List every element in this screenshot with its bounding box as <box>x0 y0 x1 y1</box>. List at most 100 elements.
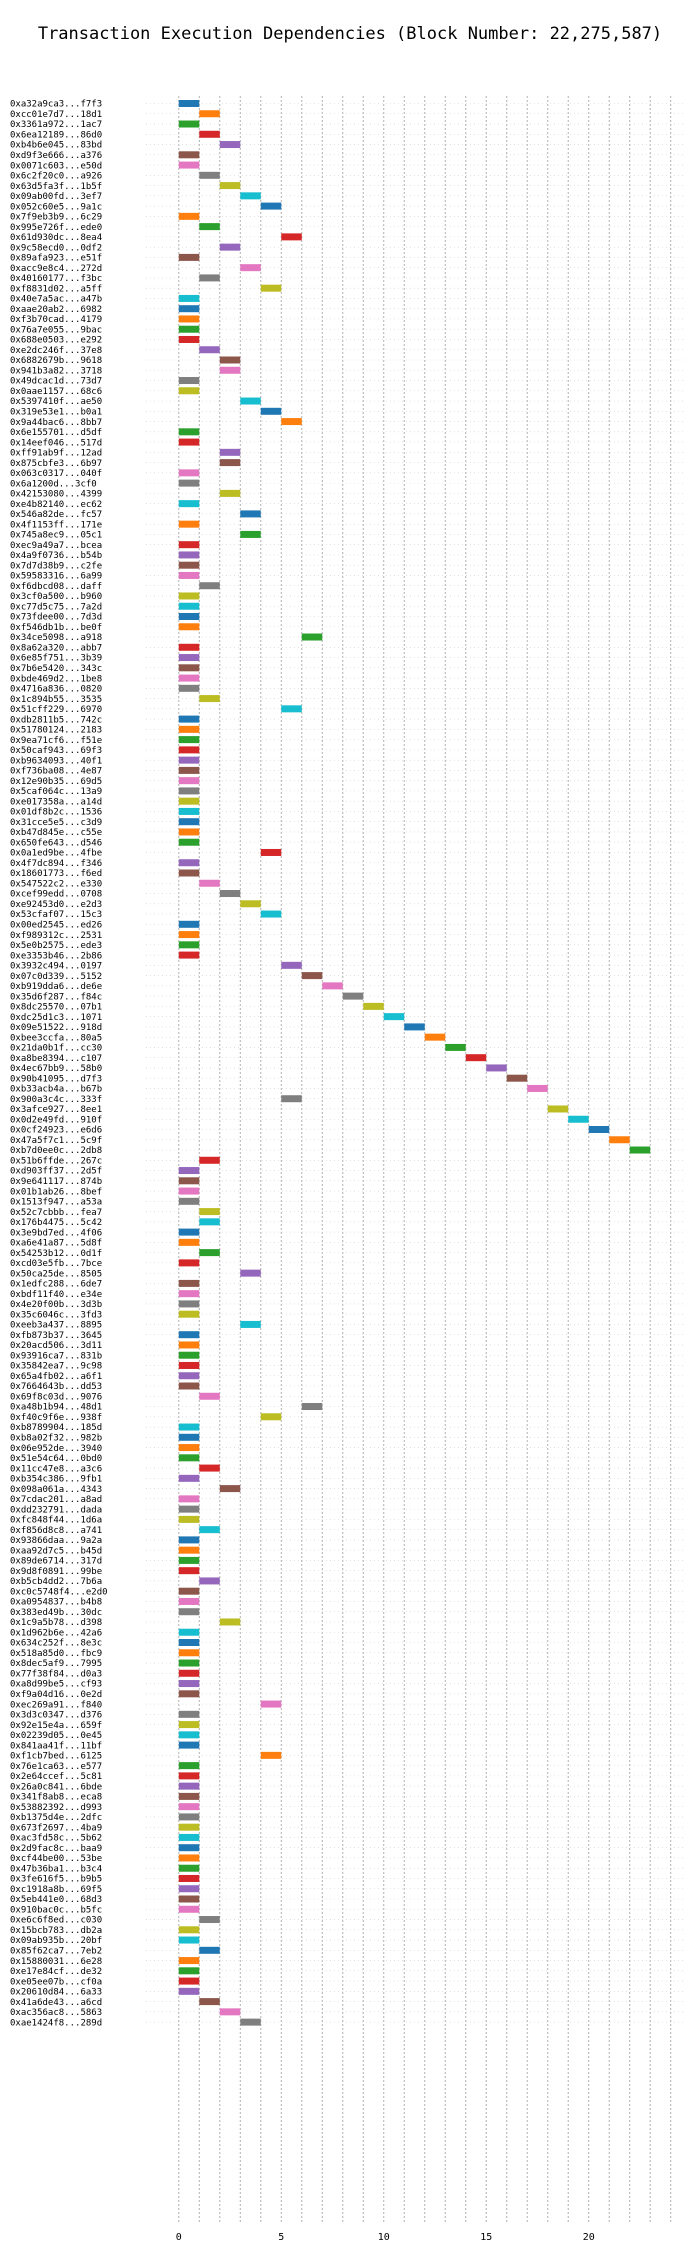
tx-label: 0x51780124...2183 <box>10 726 102 736</box>
tx-label: 0xaae20ab2...6982 <box>10 305 102 315</box>
tx-label: 0x18601773...f6ed <box>10 869 102 879</box>
tx-label: 0xe17e84cf...de32 <box>10 1967 102 1977</box>
tx-label: 0xf546db1b...be0f <box>10 623 102 633</box>
tx-label: 0xa48b1b94...48d1 <box>10 1403 102 1413</box>
tx-label: 0x1c9a5b78...d398 <box>10 1618 102 1628</box>
dependency-bar <box>219 366 241 374</box>
tx-label: 0xb5cb4dd2...7b6a <box>10 1577 102 1587</box>
dependency-bar <box>445 1043 466 1051</box>
tx-label: 0x47b36ba1...b3c4 <box>10 1864 102 1874</box>
tx-label: 0xbdf11f40...e34e <box>10 1290 102 1300</box>
tx-label: 0xeeb3a437...8895 <box>10 1321 102 1331</box>
dependency-bar <box>219 448 241 456</box>
tx-label: 0x4e20f00b...3d3b <box>10 1300 102 1310</box>
tx-label: 0x76a7e055...9bac <box>10 325 102 335</box>
tx-label: 0x9c58ecd0...0df2 <box>10 243 102 253</box>
tx-label: 0x3afce927...8ee1 <box>10 1105 102 1115</box>
dependency-bar <box>178 1279 200 1287</box>
dependency-bar <box>178 777 200 785</box>
tx-label: 0x0aae1157...68c6 <box>10 387 102 397</box>
tx-label: 0x7f9eb3b9...6c29 <box>10 213 102 223</box>
dependency-bar <box>178 613 200 620</box>
dependency-bar <box>178 859 200 867</box>
tx-label: 0x09ab935b...20bf <box>10 1936 102 1946</box>
dependency-bar <box>178 1372 200 1380</box>
tx-label: 0x73fdee00...7d3d <box>10 613 102 623</box>
tx-label: 0x41a6de43...a6cd <box>10 1998 102 2008</box>
tx-label: 0xdb2811b5...742c <box>10 715 102 725</box>
tx-label: 0x7cdac201...a8ad <box>10 1495 102 1505</box>
dependency-bar <box>178 1833 200 1841</box>
tx-label: 0xf3b70cad...4179 <box>10 315 102 325</box>
dependency-bar <box>178 1361 200 1369</box>
tx-label: 0xac356ac8...5863 <box>10 2008 102 2018</box>
tx-label: 0x49dcac1d...73d7 <box>10 377 102 387</box>
tx-label: 0xacc9e8c4...272d <box>10 264 102 274</box>
tx-label: 0x89afa923...e51f <box>10 254 102 264</box>
dependency-bar <box>199 1998 220 2006</box>
tx-label: 0x2e64ccef...5c81 <box>10 1772 102 1782</box>
tx-label: 0xf6dbcd08...daff <box>10 582 102 592</box>
dependency-bar <box>527 1084 548 1092</box>
tx-label: 0x910bac0c...b5fc <box>10 1905 102 1915</box>
tx-label: 0x76e1ca63...e577 <box>10 1762 102 1772</box>
dependency-bar <box>301 633 323 641</box>
dependency-bar <box>199 1526 220 1534</box>
tx-label: 0x35842ea7...9c98 <box>10 1362 102 1372</box>
dependency-bar <box>178 623 200 631</box>
dependency-bar <box>178 756 200 764</box>
dependency-bar <box>178 520 200 528</box>
tx-label: 0x11cc47e8...a3c6 <box>10 1464 102 1474</box>
dependency-bar <box>240 397 261 405</box>
dependency-bar <box>199 1249 220 1257</box>
tx-label: 0x383ed49b...30dc <box>10 1608 102 1618</box>
tx-label: 0x53cfaf07...15c3 <box>10 910 102 920</box>
tx-label: 0x34ce5098...a918 <box>10 633 102 643</box>
tx-label: 0x341f8ab8...eca8 <box>10 1793 102 1803</box>
dependency-bar <box>178 725 200 733</box>
dependency-bar <box>260 1413 282 1421</box>
dependency-bar <box>178 1423 200 1431</box>
dependency-bar <box>178 1649 200 1657</box>
dependency-bar <box>219 489 241 497</box>
tx-label: 0x547522c2...e330 <box>10 879 102 889</box>
dependency-bar <box>260 848 282 856</box>
tx-label: 0x07c0d339...5152 <box>10 972 102 982</box>
tx-label: 0xf9a04d16...0e2d <box>10 1690 102 1700</box>
dependency-bar <box>178 1587 200 1595</box>
tx-label: 0x50ca25de...8505 <box>10 1269 102 1279</box>
dependency-bar <box>588 1126 610 1133</box>
tx-label: 0x15bcb783...db2a <box>10 1926 102 1936</box>
dependency-bar <box>178 1710 200 1718</box>
dependency-bar <box>486 1064 507 1072</box>
tx-label: 0x40e7a5ac...a47b <box>10 295 102 305</box>
dependency-bar <box>178 828 200 836</box>
tx-label: 0xb354c386...9fb1 <box>10 1475 102 1485</box>
dependency-bar <box>178 1546 200 1554</box>
tx-label: 0x5e0b2575...ede3 <box>10 941 102 951</box>
tx-label: 0x098a061a...4343 <box>10 1485 102 1495</box>
tx-label: 0x26a0c841...6bde <box>10 1782 102 1792</box>
dependency-bar <box>547 1105 569 1113</box>
tx-label: 0x47a5f7c1...5c9f <box>10 1136 102 1146</box>
dependency-bar <box>178 161 200 169</box>
tx-label: 0x6882679b...9618 <box>10 356 102 366</box>
tx-label: 0x51cff229...6970 <box>10 705 102 715</box>
dependency-bar <box>629 1146 651 1154</box>
dependency-bar <box>219 2008 241 2016</box>
tx-label: 0x65a4fb02...a6f1 <box>10 1372 102 1382</box>
tx-label: 0x6e155701...d5df <box>10 428 102 438</box>
dependency-bar <box>260 1751 282 1759</box>
tx-label: 0x7664643b...dd53 <box>10 1382 102 1392</box>
tx-label: 0x42153080...4399 <box>10 490 102 500</box>
dependency-bar <box>178 1167 200 1175</box>
dependency-bar <box>178 1454 200 1462</box>
dependency-bar <box>178 479 200 487</box>
dependency-bar <box>260 910 282 918</box>
tx-label: 0xf1cb7bed...6125 <box>10 1752 102 1762</box>
tx-label: 0xe2dc246f...37e8 <box>10 346 102 356</box>
dependency-bar <box>178 1505 200 1513</box>
tx-label: 0xe05ee07b...cf0a <box>10 1977 102 1987</box>
dependency-bar <box>178 736 200 744</box>
tx-label: 0x650fe643...d546 <box>10 838 102 848</box>
